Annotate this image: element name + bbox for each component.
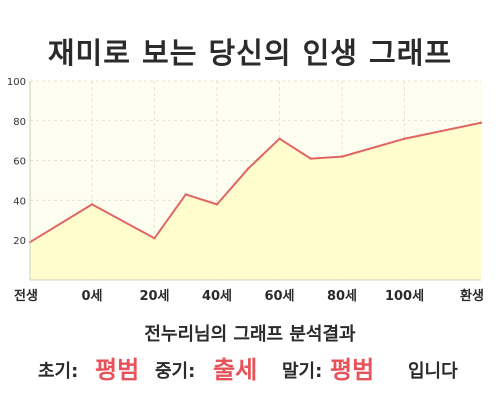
result-summary: 초기: 평범 중기: 출세 말기: 평범 입니다 — [0, 348, 500, 384]
x-tick-label: 60세 — [264, 289, 294, 304]
data-point — [278, 137, 281, 140]
y-tick-label: 80 — [13, 117, 26, 128]
x-tick-label: 20세 — [139, 289, 169, 304]
y-tick-label: 60 — [13, 157, 26, 168]
y-tick-label: 100 — [7, 77, 26, 88]
data-point — [340, 155, 344, 158]
suffix-text: 입니다 — [408, 361, 458, 382]
x-tick-label: 100세 — [385, 289, 424, 304]
data-point — [247, 167, 250, 170]
data-point — [90, 203, 94, 206]
data-point — [479, 121, 483, 124]
x-tick-label: 전생 — [14, 288, 38, 304]
early-value: 평범 — [95, 356, 140, 384]
x-tick-label: 80세 — [327, 289, 357, 304]
late-label: 말기: — [282, 361, 323, 382]
data-point — [403, 137, 406, 140]
data-point — [215, 203, 219, 206]
y-tick-label: 40 — [13, 196, 26, 207]
mid-value: 출세 — [213, 356, 258, 384]
result-heading: 전누리님의 그래프 분석결과 — [144, 324, 356, 345]
x-tick-label: 0세 — [81, 289, 102, 304]
area-fill — [30, 122, 481, 280]
chart-title: 재미로 보는 당신의 인생 그래프 — [47, 36, 453, 70]
y-tick-label: 20 — [13, 236, 26, 247]
data-point — [153, 237, 156, 240]
data-point — [184, 193, 187, 196]
early-label: 초기: — [38, 361, 79, 382]
x-tick-label: 40세 — [202, 289, 232, 304]
life-graph-chart: 20 40 60 80 100 전생 0세 20세 40세 60세 80세 100세 환생 — [7, 77, 484, 304]
x-tick-label: 환생 — [460, 288, 484, 304]
mid-label: 중기: — [155, 361, 196, 382]
data-point — [309, 157, 312, 160]
late-value: 평범 — [330, 356, 375, 384]
